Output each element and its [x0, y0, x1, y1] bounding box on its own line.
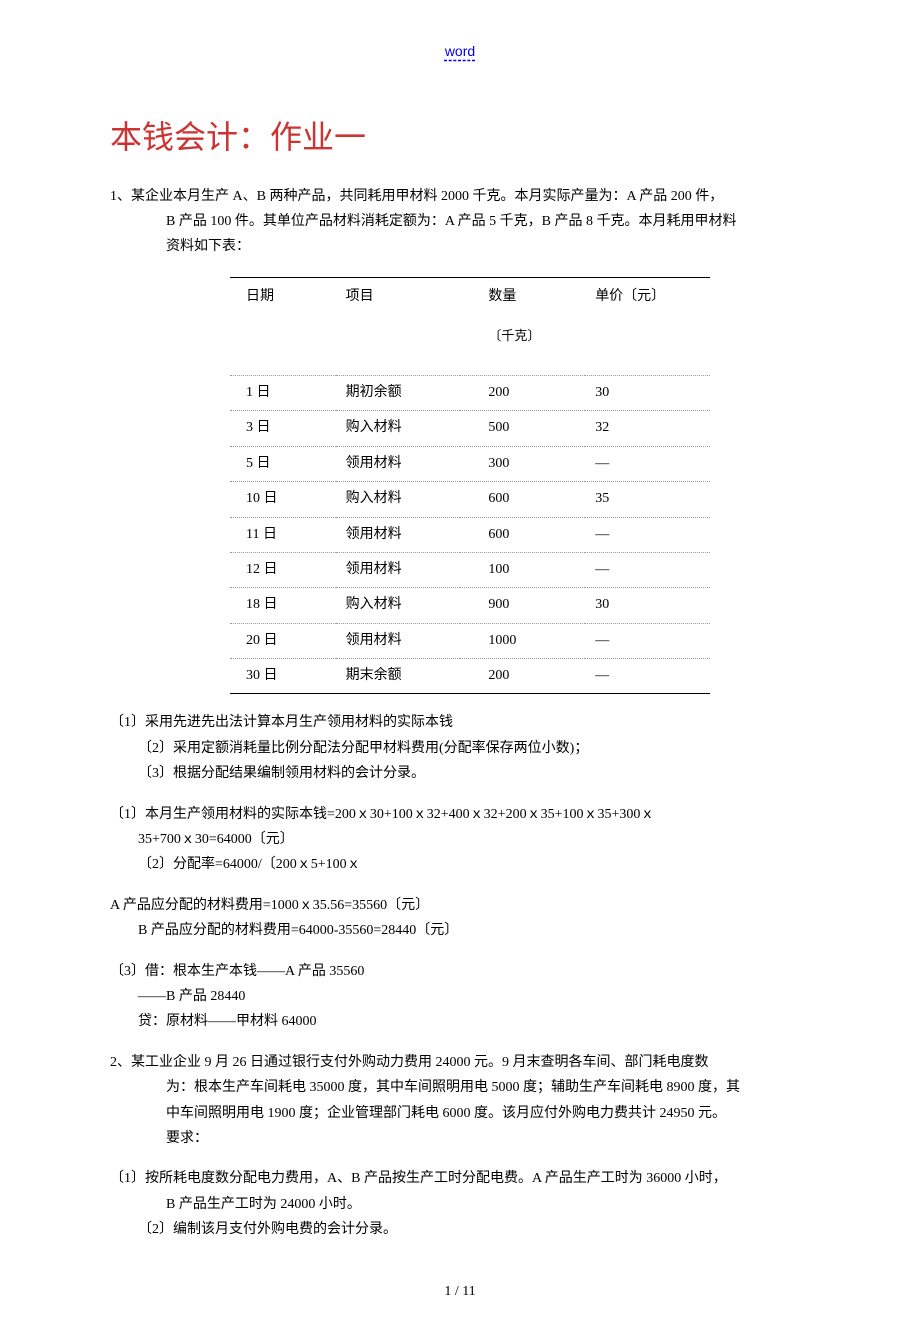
q1-ans2: 〔2〕分配率=64000/〔200ｘ5+100ｘ	[110, 854, 810, 876]
q1-alloc-a: A 产品应分配的材料费用=1000ｘ35.56=35560〔元〕	[110, 895, 810, 917]
table-row: 5 日 领用材料 300 —	[230, 446, 710, 481]
q1-requirements: 〔1〕采用先进先出法计算本月生产领用材料的实际本钱 〔2〕采用定额消耗量比例分配…	[110, 712, 810, 785]
q1-ans1-l2: 35+700ｘ30=64000〔元〕	[110, 829, 810, 851]
q2-req1-l1: 〔1〕按所耗电度数分配电力费用，A、B 产品按生产工时分配电费。A 产品生产工时…	[110, 1168, 810, 1190]
table-row: 3 日 购入材料 500 32	[230, 411, 710, 446]
cell: 600	[460, 482, 585, 517]
col-item-header: 项目	[336, 277, 461, 375]
table-row: 1 日 期初余额 200 30	[230, 375, 710, 410]
q1-intro-line1: 1、某企业本月生产 A、B 两种产品，共同耗用甲材料 2000 千克。本月实际产…	[110, 186, 810, 208]
cell: 期初余额	[336, 375, 461, 410]
q2-req2: 〔2〕编制该月支付外购电费的会计分录。	[110, 1219, 810, 1241]
q1-allocation: A 产品应分配的材料费用=1000ｘ35.56=35560〔元〕 B 产品应分配…	[110, 895, 810, 943]
table-row: 11 日 领用材料 600 —	[230, 517, 710, 552]
table-row: 30 日 期末余额 200 —	[230, 659, 710, 694]
cell: 购入材料	[336, 588, 461, 623]
cell: 30	[585, 375, 710, 410]
qty-label: 数量	[488, 289, 516, 304]
q1-req-2: 〔2〕采用定额消耗量比例分配法分配甲材料费用(分配率保存两位小数)；	[110, 738, 810, 760]
col-qty-header: 数量 〔千克〕	[460, 277, 585, 375]
cell: 购入材料	[336, 482, 461, 517]
q2-intro-l4: 要求：	[110, 1128, 810, 1150]
cell: 300	[460, 446, 585, 481]
table-row: 20 日 领用材料 1000 —	[230, 623, 710, 658]
q2-intro-l1: 2、某工业企业 9 月 26 日通过银行支付外购动力费用 24000 元。9 月…	[110, 1052, 810, 1074]
table-row: 12 日 领用材料 100 —	[230, 552, 710, 587]
cell: 18 日	[230, 588, 336, 623]
question-2-intro: 2、某工业企业 9 月 26 日通过银行支付外购动力费用 24000 元。9 月…	[110, 1052, 810, 1151]
q1-req-1: 〔1〕采用先进先出法计算本月生产领用材料的实际本钱	[110, 712, 810, 734]
cell: 30 日	[230, 659, 336, 694]
cell: 期末余额	[336, 659, 461, 694]
cell: 100	[460, 552, 585, 587]
cell: 20 日	[230, 623, 336, 658]
col-date-header: 日期	[230, 277, 336, 375]
table-header-row: 日期 项目 数量 〔千克〕 单价〔元〕	[230, 277, 710, 375]
cell: 12 日	[230, 552, 336, 587]
cell: 3 日	[230, 411, 336, 446]
cell: —	[585, 552, 710, 587]
q1-entry-dr2: ——B 产品 28440	[110, 986, 810, 1008]
question-1-intro: 1、某企业本月生产 A、B 两种产品，共同耗用甲材料 2000 千克。本月实际产…	[110, 186, 810, 259]
cell: 32	[585, 411, 710, 446]
page-footer: 1 / 11	[110, 1281, 810, 1303]
q1-entry-dr: 〔3〕借：根本生产本钱——A 产品 35560	[110, 961, 810, 983]
q1-ans1-l1: 〔1〕本月生产领用材料的实际本钱=200ｘ30+100ｘ32+400ｘ32+20…	[110, 804, 810, 826]
cell: 1 日	[230, 375, 336, 410]
cell: 领用材料	[336, 552, 461, 587]
cell: 200	[460, 659, 585, 694]
cell: —	[585, 446, 710, 481]
col-price-header: 单价〔元〕	[585, 277, 710, 375]
cell: 领用材料	[336, 517, 461, 552]
cell: 500	[460, 411, 585, 446]
q1-req-3: 〔3〕根据分配结果编制领用材料的会计分录。	[110, 763, 810, 785]
cell: 购入材料	[336, 411, 461, 446]
cell: 11 日	[230, 517, 336, 552]
table-row: 10 日 购入材料 600 35	[230, 482, 710, 517]
cell: —	[585, 623, 710, 658]
q1-entry-cr: 贷：原材料——甲材料 64000	[110, 1011, 810, 1033]
cell: 1000	[460, 623, 585, 658]
q1-answer-1: 〔1〕本月生产领用材料的实际本钱=200ｘ30+100ｘ32+400ｘ32+20…	[110, 804, 810, 877]
cell: —	[585, 659, 710, 694]
q1-intro-line3: 资料如下表：	[110, 236, 810, 258]
cell: 10 日	[230, 482, 336, 517]
header-word: word	[110, 40, 810, 62]
material-table: 日期 项目 数量 〔千克〕 单价〔元〕 1 日 期初余额 200 30 3 日 …	[230, 277, 710, 695]
cell: 5 日	[230, 446, 336, 481]
cell: 600	[460, 517, 585, 552]
q1-alloc-b: B 产品应分配的材料费用=64000-35560=28440〔元〕	[110, 920, 810, 942]
cell: —	[585, 517, 710, 552]
q2-intro-l3: 中车间照明用电 1900 度；企业管理部门耗电 6000 度。该月应付外购电力费…	[110, 1103, 810, 1125]
q2-requirements: 〔1〕按所耗电度数分配电力费用，A、B 产品按生产工时分配电费。A 产品生产工时…	[110, 1168, 810, 1241]
cell: 900	[460, 588, 585, 623]
qty-unit: 〔千克〕	[488, 326, 575, 347]
cell: 30	[585, 588, 710, 623]
cell: 领用材料	[336, 623, 461, 658]
table-row: 18 日 购入材料 900 30	[230, 588, 710, 623]
q2-req1-l2: B 产品生产工时为 24000 小时。	[110, 1194, 810, 1216]
cell: 35	[585, 482, 710, 517]
page-title: 本钱会计：作业一	[110, 112, 810, 163]
q1-intro-line2: B 产品 100 件。其单位产品材料消耗定额为：A 产品 5 千克，B 产品 8…	[110, 211, 810, 233]
q1-journal-entry: 〔3〕借：根本生产本钱——A 产品 35560 ——B 产品 28440 贷：原…	[110, 961, 810, 1034]
q2-intro-l2: 为：根本生产车间耗电 35000 度，其中车间照明用电 5000 度；辅助生产车…	[110, 1077, 810, 1099]
cell: 200	[460, 375, 585, 410]
cell: 领用材料	[336, 446, 461, 481]
